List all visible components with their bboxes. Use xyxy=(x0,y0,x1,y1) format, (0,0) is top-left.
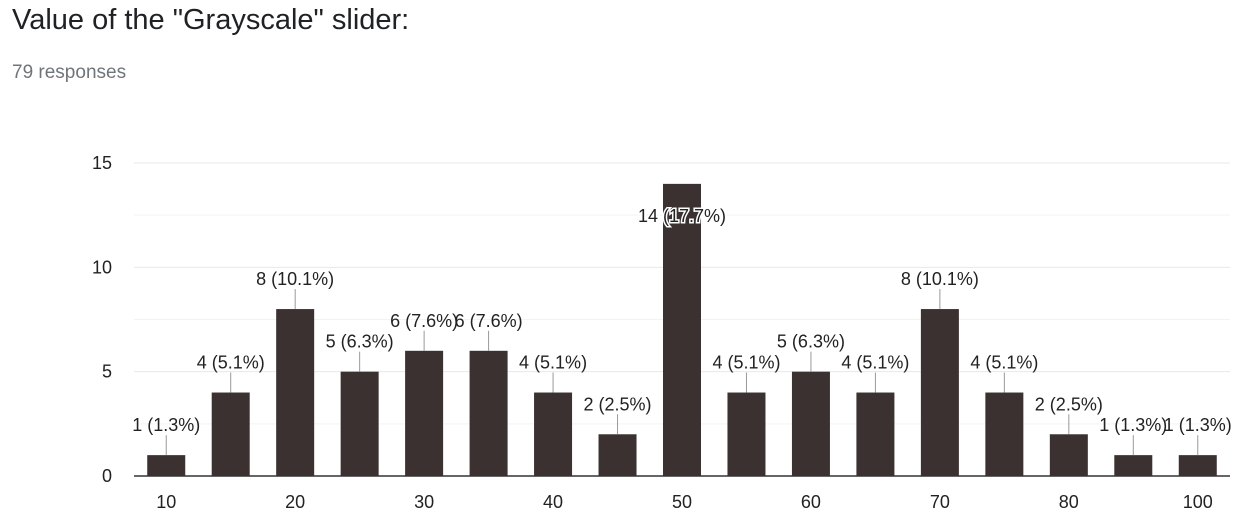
y-tick-label: 0 xyxy=(102,466,112,486)
bar-10 xyxy=(147,455,186,476)
bar-35 xyxy=(469,350,508,476)
data-label: 8 (10.1%) xyxy=(901,269,979,289)
data-label: 6 (7.6%) xyxy=(390,311,458,331)
bar-80 xyxy=(1049,434,1088,476)
response-count: 79 responses xyxy=(12,62,127,83)
x-tick-label: 70 xyxy=(930,492,950,512)
bar-30 xyxy=(405,350,444,476)
bar-100 xyxy=(1178,455,1217,476)
data-label: 4 (5.1%) xyxy=(841,353,909,373)
bar-50 xyxy=(663,183,701,476)
data-label: 1 (1.3%) xyxy=(1099,415,1167,435)
data-label: 4 (5.1%) xyxy=(970,353,1038,373)
x-tick-label: 30 xyxy=(414,492,434,512)
bar-55 xyxy=(727,392,766,476)
data-label: 1 (1.3%) xyxy=(132,415,200,435)
x-tick-label: 60 xyxy=(801,492,821,512)
data-label: 4 (5.1%) xyxy=(197,353,265,373)
y-tick-label: 10 xyxy=(92,257,112,277)
bar-40 xyxy=(534,392,573,476)
data-label: 6 (7.6%) xyxy=(455,311,523,331)
y-tick-label: 5 xyxy=(102,362,112,382)
data-label: 5 (6.3%) xyxy=(326,332,394,352)
bar-65 xyxy=(856,392,895,476)
bar-85 xyxy=(1114,455,1153,476)
x-tick-label: 50 xyxy=(672,492,692,512)
bar-20 xyxy=(276,309,315,476)
bar-15 xyxy=(211,392,250,476)
bar-70 xyxy=(920,309,959,476)
data-label: 8 (10.1%) xyxy=(256,269,334,289)
data-label: 4 (5.1%) xyxy=(519,353,587,373)
x-tick-label: 20 xyxy=(285,492,305,512)
x-tick-label: 100 xyxy=(1183,492,1213,512)
bar-75 xyxy=(985,392,1024,476)
chart-title: Value of the "Grayscale" slider: xyxy=(12,4,410,36)
x-tick-label: 40 xyxy=(543,492,563,512)
data-label: 1 (1.3%) xyxy=(1164,415,1232,435)
data-label: 2 (2.5%) xyxy=(584,394,652,414)
bar-25 xyxy=(340,371,379,476)
x-tick-label: 80 xyxy=(1059,492,1079,512)
data-label: 5 (6.3%) xyxy=(777,332,845,352)
y-tick-label: 15 xyxy=(92,153,112,173)
data-label: 4 (5.1%) xyxy=(712,353,780,373)
data-label: 14 (17.7%) xyxy=(638,206,726,226)
x-tick-label: 10 xyxy=(156,492,176,512)
data-label: 2 (2.5%) xyxy=(1035,394,1103,414)
bar-45 xyxy=(598,434,637,476)
bar-60 xyxy=(791,371,830,476)
